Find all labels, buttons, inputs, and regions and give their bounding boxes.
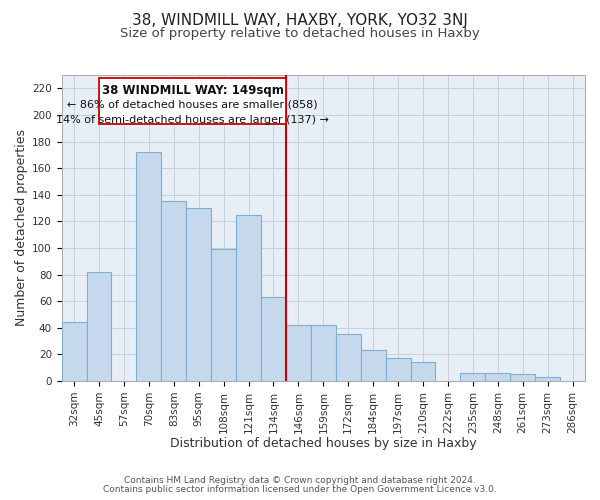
Text: 38 WINDMILL WAY: 149sqm: 38 WINDMILL WAY: 149sqm [101,84,283,98]
Bar [361,350,386,381]
Y-axis label: Number of detached properties: Number of detached properties [15,130,28,326]
Bar [211,250,236,381]
FancyBboxPatch shape [99,78,286,124]
Text: Size of property relative to detached houses in Haxby: Size of property relative to detached ho… [120,28,480,40]
Bar [161,202,186,381]
Bar [386,358,410,381]
Text: Contains HM Land Registry data © Crown copyright and database right 2024.: Contains HM Land Registry data © Crown c… [124,476,476,485]
Bar [410,362,436,381]
Bar [236,214,261,381]
Bar [136,152,161,381]
Bar [510,374,535,381]
Bar [311,325,336,381]
Text: 38, WINDMILL WAY, HAXBY, YORK, YO32 3NJ: 38, WINDMILL WAY, HAXBY, YORK, YO32 3NJ [132,12,468,28]
Bar [336,334,361,381]
Bar [62,322,86,381]
X-axis label: Distribution of detached houses by size in Haxby: Distribution of detached houses by size … [170,437,476,450]
Bar [86,272,112,381]
Bar [186,208,211,381]
Bar [261,297,286,381]
Text: Contains public sector information licensed under the Open Government Licence v3: Contains public sector information licen… [103,485,497,494]
Bar [460,373,485,381]
Text: ← 86% of detached houses are smaller (858): ← 86% of detached houses are smaller (85… [67,100,318,110]
Text: 14% of semi-detached houses are larger (137) →: 14% of semi-detached houses are larger (… [56,115,329,125]
Bar [485,373,510,381]
Bar [535,377,560,381]
Bar [286,325,311,381]
